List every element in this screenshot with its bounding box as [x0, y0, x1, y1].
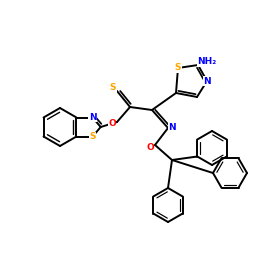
Text: O: O — [146, 143, 154, 152]
Text: S: S — [89, 132, 96, 141]
Text: N: N — [168, 124, 176, 133]
Text: S: S — [110, 84, 116, 93]
Text: NH₂: NH₂ — [197, 58, 217, 67]
Text: N: N — [89, 113, 97, 122]
Text: N: N — [203, 77, 211, 85]
Text: O: O — [108, 119, 116, 128]
Text: S: S — [175, 63, 181, 72]
